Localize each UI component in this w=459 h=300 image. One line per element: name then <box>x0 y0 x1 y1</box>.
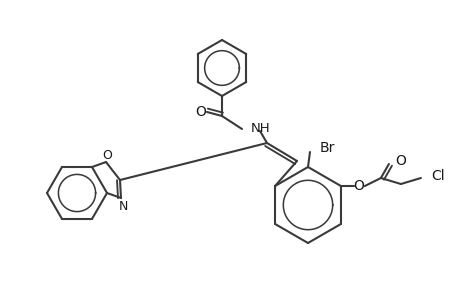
Text: Br: Br <box>319 141 335 155</box>
Text: Cl: Cl <box>430 169 443 183</box>
Text: O: O <box>394 154 405 168</box>
Text: N: N <box>118 200 128 212</box>
Text: NH: NH <box>251 122 270 134</box>
Text: O: O <box>195 105 206 119</box>
Text: O: O <box>353 179 364 193</box>
Text: O: O <box>102 148 112 161</box>
